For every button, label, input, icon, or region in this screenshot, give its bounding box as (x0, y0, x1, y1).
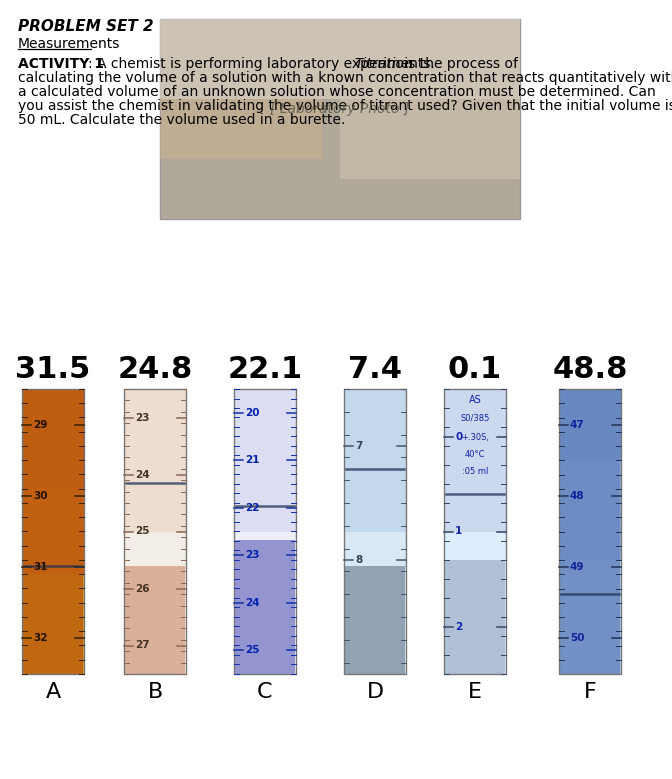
Text: 1: 1 (455, 527, 462, 537)
Bar (125, 566, 185, 674)
Bar (235, 540, 295, 674)
Bar (23, 389, 83, 674)
Text: Titration: Titration (354, 57, 413, 71)
Bar (234, 389, 296, 531)
Bar (124, 531, 186, 674)
Text: 0.1: 0.1 (448, 355, 502, 384)
Text: F: F (583, 682, 596, 702)
Text: a calculated volume of an unknown solution whose concentration must be determine: a calculated volume of an unknown soluti… (18, 85, 656, 99)
Text: 2: 2 (455, 622, 462, 632)
Bar (560, 389, 620, 674)
Text: C: C (257, 682, 273, 702)
Text: 24.8: 24.8 (118, 355, 193, 384)
Text: E: E (468, 682, 482, 702)
Bar (559, 560, 621, 674)
Bar (234, 531, 296, 674)
Text: 24: 24 (135, 470, 150, 480)
Text: 49: 49 (570, 562, 585, 572)
Text: 8: 8 (355, 555, 362, 565)
Bar (22, 574, 84, 674)
Bar (559, 389, 621, 460)
Text: D: D (366, 682, 384, 702)
Text: : A chemist is performing laboratory experiments.: : A chemist is performing laboratory exp… (88, 57, 439, 71)
Text: you assist the chemist in validating the volume of titrant used? Given that the : you assist the chemist in validating the… (18, 99, 672, 113)
Bar (559, 460, 621, 560)
Text: 32: 32 (33, 633, 48, 643)
Bar (340, 99, 520, 179)
Text: 25: 25 (245, 645, 259, 655)
Text: 29: 29 (33, 420, 47, 430)
Bar (234, 389, 296, 674)
Text: 7: 7 (355, 441, 362, 451)
Text: 40°C: 40°C (465, 450, 485, 459)
Bar (160, 19, 520, 99)
Text: 31: 31 (33, 562, 48, 572)
Text: 31.5: 31.5 (15, 355, 91, 384)
Text: 27: 27 (135, 640, 150, 650)
Bar (344, 531, 406, 674)
Text: calculating the volume of a solution with a known concentration that reacts quan: calculating the volume of a solution wit… (18, 71, 672, 85)
Text: ACTIVITY 1: ACTIVITY 1 (18, 57, 104, 71)
Text: is the process of: is the process of (400, 57, 518, 71)
Text: PROBLEM SET 2: PROBLEM SET 2 (18, 19, 154, 34)
Bar (344, 389, 406, 674)
Text: S0/385: S0/385 (460, 413, 490, 422)
Text: +.30S,: +.30S, (461, 433, 489, 442)
Text: A: A (46, 682, 60, 702)
Bar (345, 566, 405, 674)
Bar (445, 560, 505, 674)
Bar (444, 389, 506, 674)
Text: [ Laboratory Photo ]: [ Laboratory Photo ] (270, 102, 410, 116)
Text: :05 ml: :05 ml (462, 467, 488, 476)
Text: AS: AS (468, 396, 481, 405)
Text: 25: 25 (135, 527, 149, 537)
Text: 21: 21 (245, 455, 259, 465)
Text: 26: 26 (135, 583, 149, 594)
Bar (444, 389, 506, 531)
Bar (22, 488, 84, 574)
Text: 7.4: 7.4 (348, 355, 402, 384)
Text: 48: 48 (570, 491, 585, 501)
Bar (22, 389, 84, 488)
Text: 30: 30 (33, 491, 48, 501)
Text: 22: 22 (245, 502, 259, 513)
Text: B: B (147, 682, 163, 702)
Bar (160, 99, 322, 159)
Text: Measurements: Measurements (18, 37, 120, 51)
Text: 48.8: 48.8 (552, 355, 628, 384)
Bar (22, 389, 84, 674)
Text: 22.1: 22.1 (227, 355, 302, 384)
Text: 50: 50 (570, 633, 585, 643)
Bar (124, 389, 186, 531)
Bar (444, 531, 506, 674)
Text: 50 mL. Calculate the volume used in a burette.: 50 mL. Calculate the volume used in a bu… (18, 113, 345, 127)
Text: 23: 23 (135, 413, 149, 422)
Text: 23: 23 (245, 550, 259, 560)
Bar (344, 389, 406, 531)
Text: 20: 20 (245, 407, 259, 418)
Bar (559, 389, 621, 674)
Text: 0: 0 (455, 432, 462, 442)
Bar (124, 389, 186, 674)
Text: 24: 24 (245, 597, 259, 608)
Text: 47: 47 (570, 420, 585, 430)
Bar (160, 19, 520, 219)
